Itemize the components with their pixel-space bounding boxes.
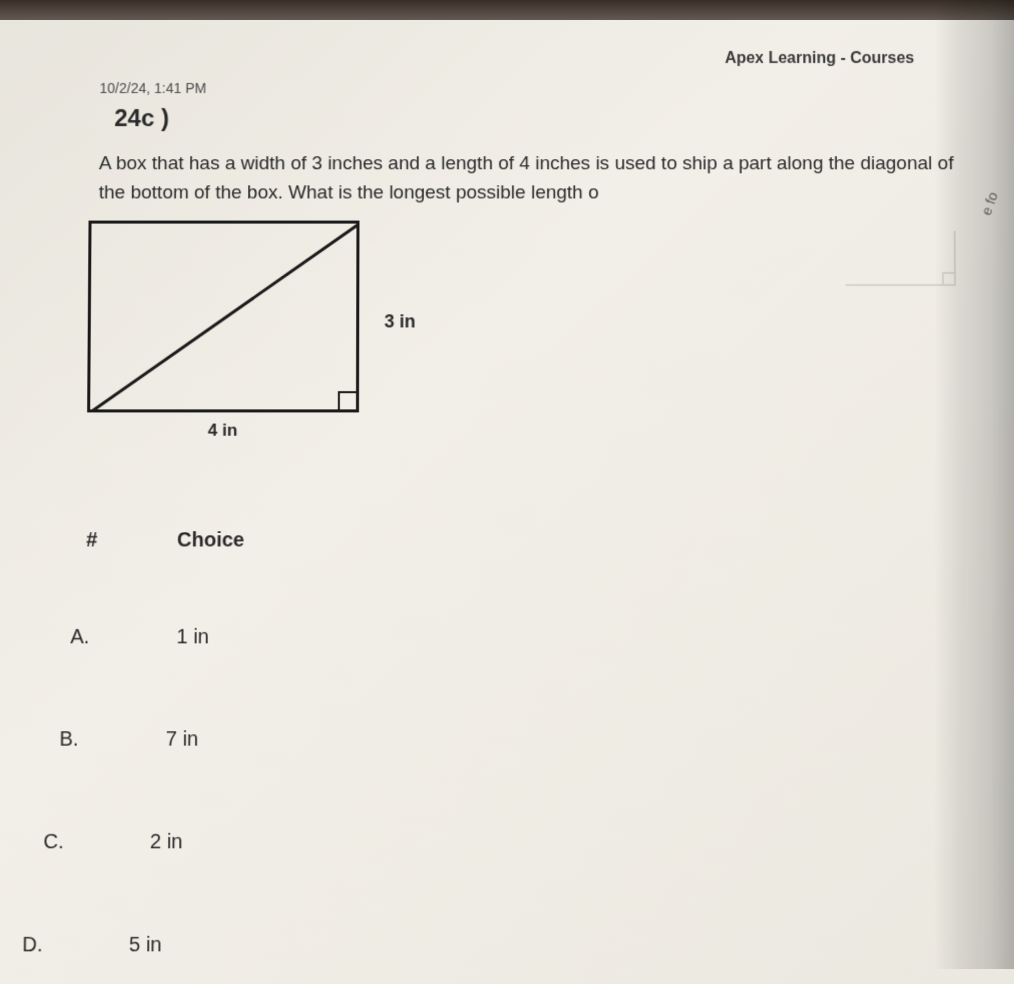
rectangle-diagram xyxy=(87,221,359,413)
choice-value-d: 5 in xyxy=(129,934,162,958)
choice-letter-d: D. xyxy=(22,934,73,958)
header-choice: Choice xyxy=(177,529,244,552)
choices-header: # Choice xyxy=(86,529,244,552)
choice-value-a: 1 in xyxy=(176,626,209,649)
choice-letter-b: B. xyxy=(59,728,110,752)
choice-c[interactable]: C. 2 in xyxy=(43,831,182,855)
choice-d[interactable]: D. 5 in xyxy=(22,934,162,958)
timestamp: 10/2/24, 1:41 PM xyxy=(99,80,206,96)
diagonal-line xyxy=(90,224,356,410)
choice-value-b: 7 in xyxy=(166,728,199,752)
rectangle-shape xyxy=(87,221,359,413)
choice-letter-c: C. xyxy=(43,831,94,855)
worksheet-page: Apex Learning - Courses 10/2/24, 1:41 PM… xyxy=(0,20,1014,984)
page-curl-shadow xyxy=(934,0,1014,969)
choice-b[interactable]: B. 7 in xyxy=(59,728,198,752)
question-text: A box that has a width of 3 inches and a… xyxy=(99,150,986,207)
choice-letter-a: A. xyxy=(70,626,121,649)
choice-value-c: 2 in xyxy=(150,831,183,855)
right-angle-marker xyxy=(338,391,356,409)
page-source: Apex Learning - Courses xyxy=(725,50,915,68)
width-label: 4 in xyxy=(208,421,238,441)
height-label: 3 in xyxy=(384,311,415,332)
choice-a[interactable]: A. 1 in xyxy=(70,626,209,649)
header-hash: # xyxy=(86,529,116,552)
question-number: 24c ) xyxy=(114,105,169,133)
